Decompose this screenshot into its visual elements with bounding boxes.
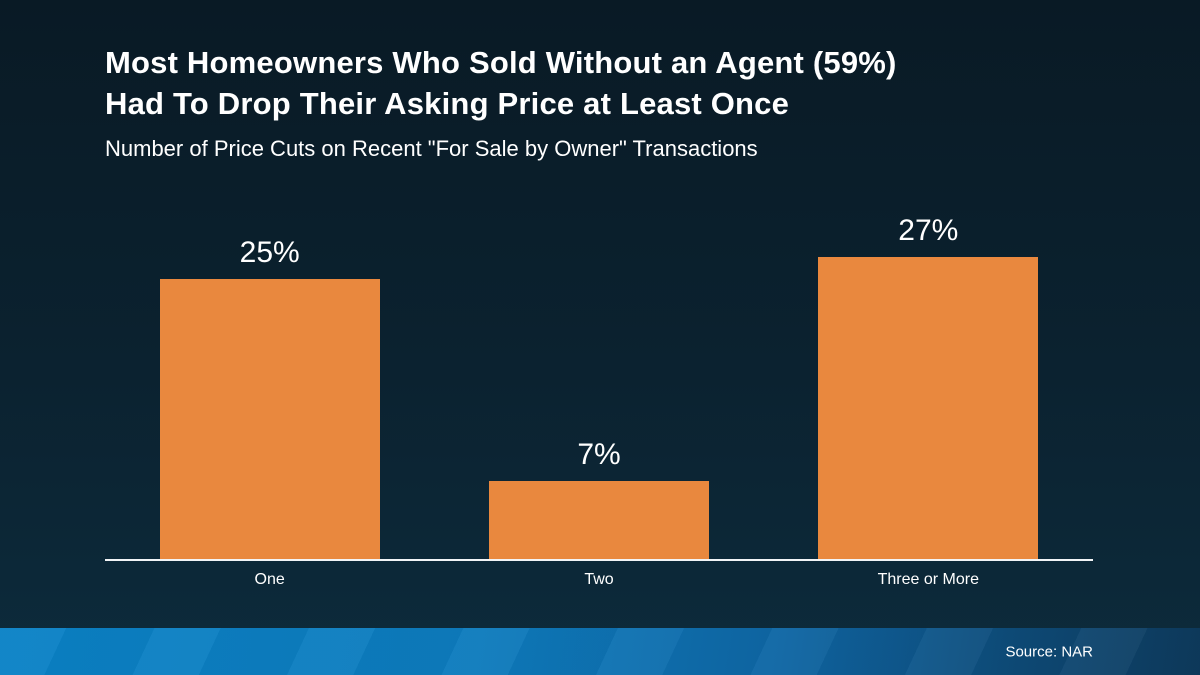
chart-subtitle: Number of Price Cuts on Recent "For Sale… — [105, 136, 758, 161]
bar-value-label: 7% — [577, 438, 621, 471]
bar — [488, 481, 709, 559]
bar-value-label: 25% — [239, 236, 300, 269]
chart-header: Most Homeowners Who Sold Without an Agen… — [105, 42, 1140, 163]
bar — [159, 279, 380, 559]
source-label: Source: NAR — [1005, 643, 1093, 660]
x-axis-label: Two — [584, 571, 614, 588]
bar-value-label: 27% — [898, 214, 959, 247]
bar-column: 25% — [105, 214, 434, 559]
bar-column: 7% — [434, 214, 763, 559]
chart-title-line1: Most Homeowners Who Sold Without an Agen… — [105, 45, 897, 80]
bar — [818, 257, 1039, 559]
x-axis-label: Three or More — [877, 571, 979, 588]
bar-chart: 25% 7% 27% One Two Three or More — [105, 214, 1093, 634]
footer-bar: Source: NAR — [0, 628, 1200, 675]
x-axis-label: One — [254, 571, 285, 588]
x-axis-line — [105, 559, 1093, 561]
bar-column: 27% — [764, 214, 1093, 559]
chart-title-line2: Had To Drop Their Asking Price at Least … — [105, 86, 790, 121]
plot-area: 25% 7% 27% — [105, 214, 1093, 559]
x-axis-labels: One Two Three or More — [105, 570, 1093, 590]
chart-title: Most Homeowners Who Sold Without an Agen… — [105, 42, 1140, 124]
